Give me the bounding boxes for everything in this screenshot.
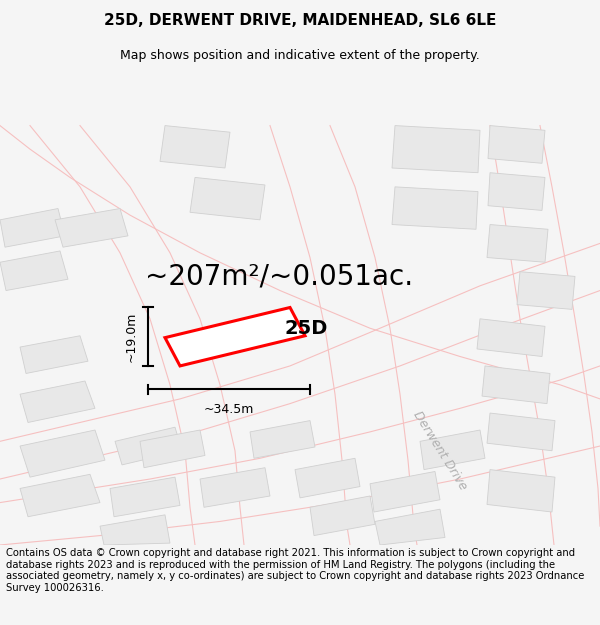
Polygon shape xyxy=(20,336,88,374)
Text: 25D: 25D xyxy=(285,319,328,338)
Polygon shape xyxy=(0,251,68,291)
Text: ~207m²/~0.051ac.: ~207m²/~0.051ac. xyxy=(145,262,413,291)
Polygon shape xyxy=(100,515,170,545)
Polygon shape xyxy=(20,474,100,517)
Text: Map shows position and indicative extent of the property.: Map shows position and indicative extent… xyxy=(120,49,480,62)
Polygon shape xyxy=(310,496,375,536)
Polygon shape xyxy=(115,428,182,465)
Polygon shape xyxy=(392,187,478,229)
Text: Derwent Drive: Derwent Drive xyxy=(410,409,470,492)
Text: 25D, DERWENT DRIVE, MAIDENHEAD, SL6 6LE: 25D, DERWENT DRIVE, MAIDENHEAD, SL6 6LE xyxy=(104,13,496,28)
Polygon shape xyxy=(110,477,180,517)
Text: ~19.0m: ~19.0m xyxy=(125,311,138,362)
Polygon shape xyxy=(517,272,575,309)
Polygon shape xyxy=(477,319,545,356)
Polygon shape xyxy=(165,308,305,366)
Polygon shape xyxy=(200,468,270,508)
Polygon shape xyxy=(20,430,105,477)
Polygon shape xyxy=(488,173,545,211)
Text: ~34.5m: ~34.5m xyxy=(204,402,254,416)
Polygon shape xyxy=(392,126,480,173)
Polygon shape xyxy=(160,126,230,168)
Polygon shape xyxy=(55,209,128,247)
Polygon shape xyxy=(0,209,65,247)
Polygon shape xyxy=(487,224,548,262)
Text: Contains OS data © Crown copyright and database right 2021. This information is : Contains OS data © Crown copyright and d… xyxy=(6,548,584,593)
Polygon shape xyxy=(250,421,315,458)
Polygon shape xyxy=(488,126,545,163)
Polygon shape xyxy=(20,381,95,423)
Polygon shape xyxy=(487,413,555,451)
Polygon shape xyxy=(190,177,265,220)
Polygon shape xyxy=(295,458,360,498)
Polygon shape xyxy=(482,366,550,404)
Polygon shape xyxy=(375,509,445,545)
Polygon shape xyxy=(370,471,440,512)
Polygon shape xyxy=(487,469,555,512)
Polygon shape xyxy=(140,430,205,468)
Polygon shape xyxy=(420,430,485,469)
